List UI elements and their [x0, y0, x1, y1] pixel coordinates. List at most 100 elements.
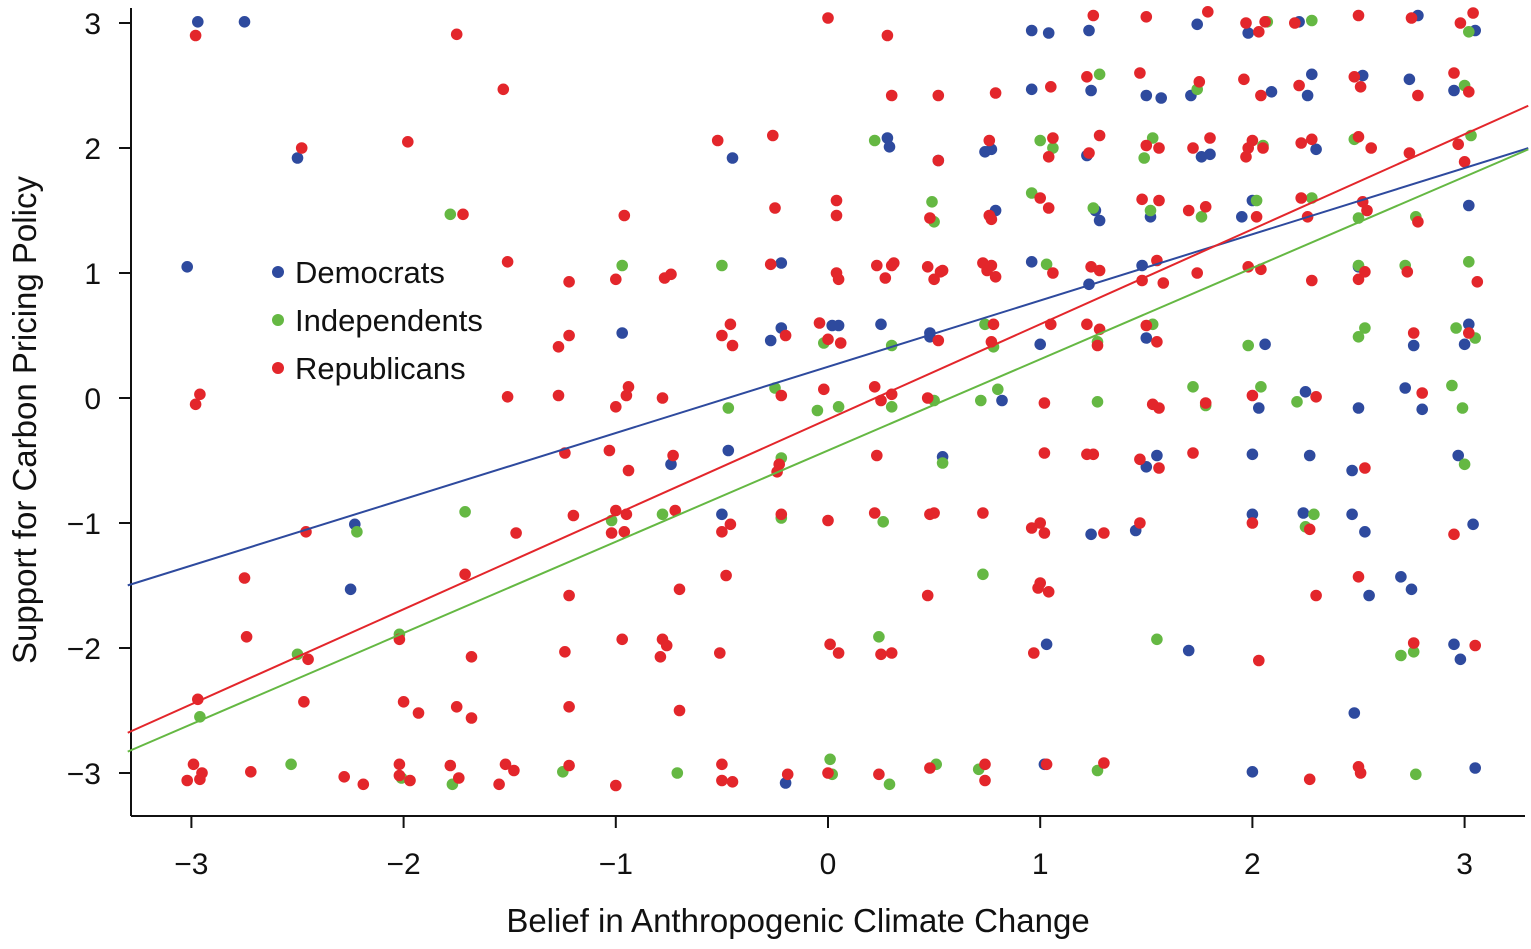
point-republicans	[1412, 89, 1424, 102]
point-democrats	[1246, 508, 1259, 521]
point-democrats	[1310, 143, 1322, 156]
point-independents	[351, 526, 363, 538]
point-republicans	[1199, 397, 1212, 409]
point-republicans	[567, 509, 580, 522]
point-republicans	[1081, 71, 1093, 83]
point-republicans	[552, 341, 565, 353]
point-democrats	[716, 508, 728, 521]
point-republicans	[295, 142, 308, 154]
x-tick-label: 2	[1244, 848, 1261, 881]
point-republicans	[240, 631, 253, 643]
point-democrats	[1034, 338, 1046, 351]
point-republicans	[412, 707, 425, 719]
point-independents	[883, 778, 896, 791]
point-democrats	[764, 334, 777, 347]
y-tick-label: 2	[84, 133, 101, 166]
point-republicans	[1028, 647, 1040, 659]
point-democrats	[1182, 644, 1195, 657]
legend-label-republicans: Republicans	[295, 351, 466, 386]
point-independents	[459, 506, 471, 518]
point-democrats	[1040, 638, 1053, 651]
point-republicans	[459, 568, 471, 581]
point-republicans	[620, 389, 633, 402]
y-axis-title: Support for Carbon Pricing Policy	[6, 176, 43, 664]
point-democrats	[238, 15, 251, 28]
point-republicans	[1140, 139, 1153, 152]
point-republicans	[610, 401, 622, 413]
point-democrats	[996, 394, 1008, 407]
point-republicans	[238, 572, 251, 584]
point-republicans	[1182, 204, 1195, 217]
point-republicans	[563, 329, 575, 342]
point-republicans	[559, 646, 571, 658]
point-republicans	[1407, 637, 1420, 649]
point-democrats	[1140, 89, 1153, 102]
point-republicans	[830, 209, 843, 222]
point-democrats	[883, 141, 896, 153]
point-republicans	[1083, 147, 1095, 159]
point-republicans	[781, 768, 794, 781]
point-democrats	[1448, 638, 1460, 651]
point-independents	[1034, 134, 1046, 147]
point-independents	[656, 508, 669, 521]
point-republicans	[921, 392, 934, 404]
point-republicans	[1093, 129, 1106, 142]
point-republicans	[767, 129, 779, 142]
point-republicans	[832, 273, 845, 286]
point-democrats	[1297, 507, 1310, 519]
point-republicans	[501, 255, 514, 268]
point-independents	[1025, 187, 1038, 199]
point-republicans	[711, 134, 724, 147]
point-independents	[1446, 379, 1458, 392]
point-republicans	[1157, 277, 1170, 289]
point-republicans	[764, 258, 777, 271]
point-independents	[1250, 194, 1263, 207]
point-republicans	[510, 527, 522, 539]
point-republicans	[1140, 10, 1153, 23]
point-independents	[877, 516, 889, 528]
point-democrats	[1085, 528, 1097, 541]
point-republicans	[726, 776, 739, 788]
point-republicans	[1153, 142, 1165, 154]
point-republicans	[1352, 9, 1365, 22]
point-republicans	[563, 759, 575, 772]
point-republicans	[824, 638, 836, 651]
point-republicans	[245, 766, 257, 778]
point-independents	[1195, 211, 1208, 223]
point-republicans	[881, 29, 894, 42]
point-republicans	[885, 647, 898, 659]
point-republicans	[1098, 527, 1110, 539]
point-republicans	[1134, 67, 1146, 79]
y-tick-label: −2	[67, 633, 101, 666]
point-republicans	[563, 276, 575, 288]
point-republicans	[1040, 758, 1053, 771]
point-republicans	[979, 774, 991, 787]
point-independents	[1144, 204, 1157, 217]
point-republicans	[1151, 336, 1163, 348]
point-republicans	[1293, 79, 1305, 92]
point-republicans	[1361, 204, 1373, 217]
point-republicans	[1242, 261, 1254, 273]
point-republicans	[822, 333, 834, 346]
point-independents	[1458, 458, 1471, 471]
point-republicans	[1289, 17, 1301, 29]
point-republicans	[868, 507, 881, 519]
point-republicans	[654, 651, 667, 663]
point-republicans	[1467, 7, 1479, 19]
point-republicans	[1401, 266, 1414, 278]
point-republicans	[194, 388, 206, 401]
point-democrats	[1306, 68, 1318, 81]
point-independents	[1395, 649, 1407, 662]
point-republicans	[1153, 462, 1165, 474]
point-republicans	[673, 704, 686, 717]
point-democrats	[1025, 24, 1038, 37]
point-republicans	[465, 712, 478, 724]
point-republicans	[1240, 17, 1252, 29]
point-republicans	[1469, 639, 1481, 652]
point-republicans	[888, 257, 900, 269]
point-democrats	[291, 152, 304, 164]
point-independents	[885, 401, 898, 413]
point-democrats	[344, 583, 357, 596]
point-republicans	[338, 771, 351, 783]
